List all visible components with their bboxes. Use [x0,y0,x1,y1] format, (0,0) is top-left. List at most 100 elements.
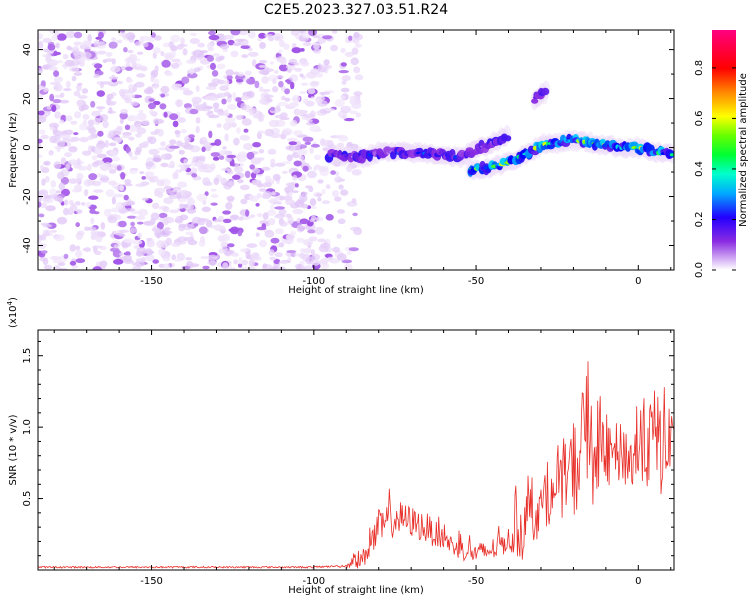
noise-blob [354,74,364,81]
x-tick-label: -50 [468,576,484,587]
colorbar: 0.0 0.2 0.4 0.6 0.8 Normalized spectral ampl… [694,30,749,278]
noise-blob [209,95,219,101]
x-tick-label: -150 [140,276,163,287]
noise-blob [158,248,165,257]
noise-blob [222,210,232,215]
noise-blob [209,163,216,170]
noise-blob [212,156,220,161]
noise-blob [102,120,109,129]
noise-blob [145,254,155,262]
noise-blob [287,68,292,73]
noise-blob [128,54,138,61]
noise-blob [172,188,181,193]
noise-blob [314,226,324,235]
noise-blob [109,142,117,147]
noise-blob [175,169,183,173]
noise-blob [142,140,150,145]
noise-blob [81,150,92,156]
noise-blob [307,229,316,234]
noise-blob [108,100,117,106]
noise-blob [212,102,220,109]
ridge-blob [531,98,539,104]
noise-blob [246,151,255,160]
noise-blob [292,94,301,103]
noise-blob [198,226,208,235]
noise-blob [145,248,153,254]
noise-blob [217,79,225,85]
noise-blob [38,33,44,40]
noise-blob [56,33,67,41]
noise-blob [290,30,300,36]
noise-blob [89,209,96,214]
noise-blob [148,175,159,183]
noise-blob [248,194,254,201]
noise-blob [99,163,110,171]
noise-blob [315,193,323,197]
noise-blob [248,107,257,113]
noise-blob [224,133,229,142]
noise-blob [124,238,133,244]
noise-blob [238,30,249,36]
noise-blob [99,114,109,122]
noise-blob [73,72,83,76]
noise-blob [290,120,298,127]
noise-blob [335,171,340,177]
colorbar-tick-label: 0.0 [694,262,705,278]
noise-blob [105,189,115,198]
noise-blob [87,34,92,42]
noise-blob [225,202,233,210]
noise-blob [108,169,117,174]
noise-blob [101,81,110,85]
noise-blob [274,162,286,167]
noise-blob [154,78,160,85]
noise-blob [85,125,95,131]
noise-blob [285,199,295,206]
noise-blob [64,129,74,135]
noise-blob [183,164,191,168]
noise-blob [241,259,249,266]
noise-blob [254,113,265,120]
noise-blob [334,99,345,107]
noise-blob [39,202,47,208]
noise-blob [92,189,104,193]
noise-blob [292,208,304,215]
noise-blob [162,217,168,224]
noise-blob [237,179,244,184]
noise-blob [217,109,225,116]
noise-blob [58,182,65,191]
noise-blob [193,67,201,73]
noise-blob [52,130,63,137]
noise-blob [259,239,267,248]
noise-blob [87,135,94,141]
noise-blob [231,252,239,257]
noise-blob [186,208,197,214]
noise-blob [96,106,106,110]
noise-blob [334,176,343,183]
noise-blob [303,113,315,119]
noise-blob [285,79,291,83]
noise-blob [246,243,258,248]
noise-blob [208,34,220,41]
noise-blob [241,118,252,126]
noise-blob [285,213,292,218]
noise-blob [75,249,83,258]
noise-blob [193,49,204,58]
noise-blob [146,237,153,242]
noise-blob [45,55,52,63]
noise-blob [195,85,200,93]
noise-blob [125,66,133,71]
noise-blob [90,229,98,238]
noise-blob [348,35,353,41]
noise-blob [257,157,265,162]
noise-blob [112,249,122,258]
noise-blob [111,196,116,205]
noise-blob [92,266,102,270]
noise-blob [194,162,204,168]
noise-blob [224,109,229,117]
noise-blob [53,70,60,77]
noise-blob [250,252,260,260]
noise-blob [238,257,243,265]
noise-blob [343,117,355,122]
noise-blob [65,163,71,170]
noise-blob [114,185,124,191]
